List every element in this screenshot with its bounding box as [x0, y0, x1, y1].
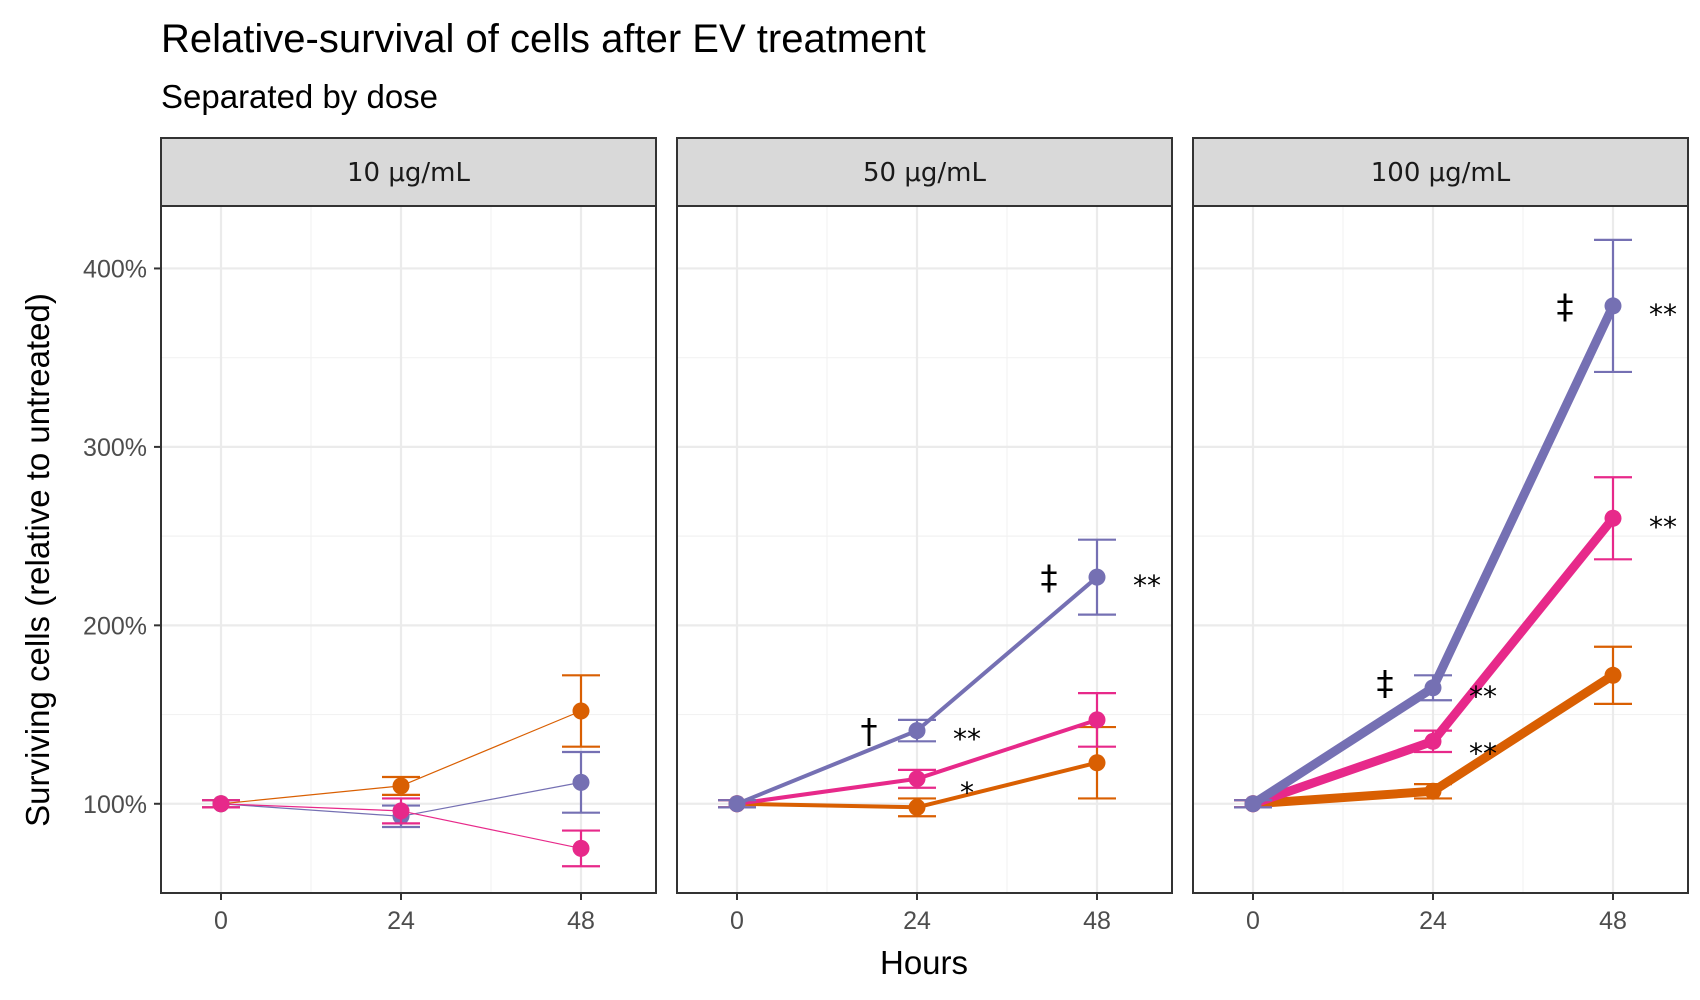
data-point [212, 795, 230, 813]
x-tick-label: 0 [1246, 907, 1260, 935]
data-point [1604, 297, 1622, 315]
x-tick-label: 48 [1599, 907, 1627, 935]
x-tick-label: 0 [214, 907, 228, 935]
y-tick-label: 100% [83, 791, 147, 819]
y-tick-label: 400% [83, 255, 147, 283]
data-series [1234, 238, 1632, 813]
data-point [728, 795, 746, 813]
significance-annotation: ‡ [1557, 287, 1574, 327]
data-point [1088, 754, 1106, 772]
facet-strip [1192, 137, 1689, 207]
y-tick-label: 300% [83, 434, 147, 462]
data-point [908, 770, 926, 788]
significance-annotation: ‡ [1041, 558, 1058, 598]
y-tick-label: 200% [83, 612, 147, 640]
x-axes: 0 24 48 0 24 48 0 24 48 [214, 893, 1627, 935]
data-point [392, 802, 410, 820]
facet-panel: † ***‡ **50 μg/mL [676, 137, 1173, 894]
significance-annotation: ‡ [1377, 663, 1394, 703]
facet-label: 100 μg/mL [1371, 158, 1511, 188]
chart-title: Relative-survival of cells after EV trea… [161, 17, 926, 61]
data-point [392, 777, 410, 795]
data-point [1244, 795, 1262, 813]
x-axis-title: Hours [880, 944, 968, 981]
significance-annotation: ** [953, 723, 981, 756]
facet-label: 50 μg/mL [863, 158, 986, 188]
y-axis-title: Surviving cells (relative to untreated) [19, 293, 56, 827]
data-point [572, 702, 590, 720]
data-point [1088, 568, 1106, 586]
x-axis: 0 24 48 [1246, 893, 1627, 935]
x-tick-label: 24 [1419, 907, 1447, 935]
data-point [908, 722, 926, 740]
facet-strip [676, 137, 1173, 207]
significance-annotation: † [861, 712, 878, 752]
x-tick-label: 0 [730, 907, 744, 935]
significance-annotation: * [960, 776, 974, 809]
x-axis: 0 24 48 [730, 893, 1111, 935]
data-point [1424, 732, 1442, 750]
data-point [1604, 509, 1622, 527]
facet-label: 10 μg/mL [347, 158, 470, 188]
data-point [1424, 679, 1442, 697]
significance-annotation: ** [1469, 680, 1497, 713]
data-point [572, 839, 590, 857]
significance-annotation: ** [1649, 510, 1677, 543]
x-tick-label: 24 [903, 907, 931, 935]
x-axis: 0 24 48 [214, 893, 595, 935]
data-point [572, 773, 590, 791]
data-point [1604, 666, 1622, 684]
facet-panel: ‡ ** ** ‡ ** ** 100 μg/mL [1192, 137, 1689, 894]
significance-annotation: ** [1649, 298, 1677, 331]
facet-strip [160, 137, 657, 207]
x-tick-label: 48 [567, 907, 595, 935]
facet-panels: 10 μg/mL† ***‡ **50 μg/mL‡ ****‡ ****100 μg/… [160, 137, 1689, 894]
chart-subtitle: Separated by dose [161, 78, 438, 115]
data-point [1424, 782, 1442, 800]
y-axis: 100% 200% 300% 400% [83, 255, 161, 819]
data-series [718, 538, 1116, 813]
significance-annotation: ** [1133, 569, 1161, 602]
data-point [1088, 711, 1106, 729]
x-tick-label: 24 [387, 907, 415, 935]
x-tick-label: 48 [1083, 907, 1111, 935]
data-point [908, 798, 926, 816]
data-series [202, 795, 600, 868]
facet-panel: 10 μg/mL [160, 137, 657, 894]
significance-annotation: ** [1469, 737, 1497, 770]
